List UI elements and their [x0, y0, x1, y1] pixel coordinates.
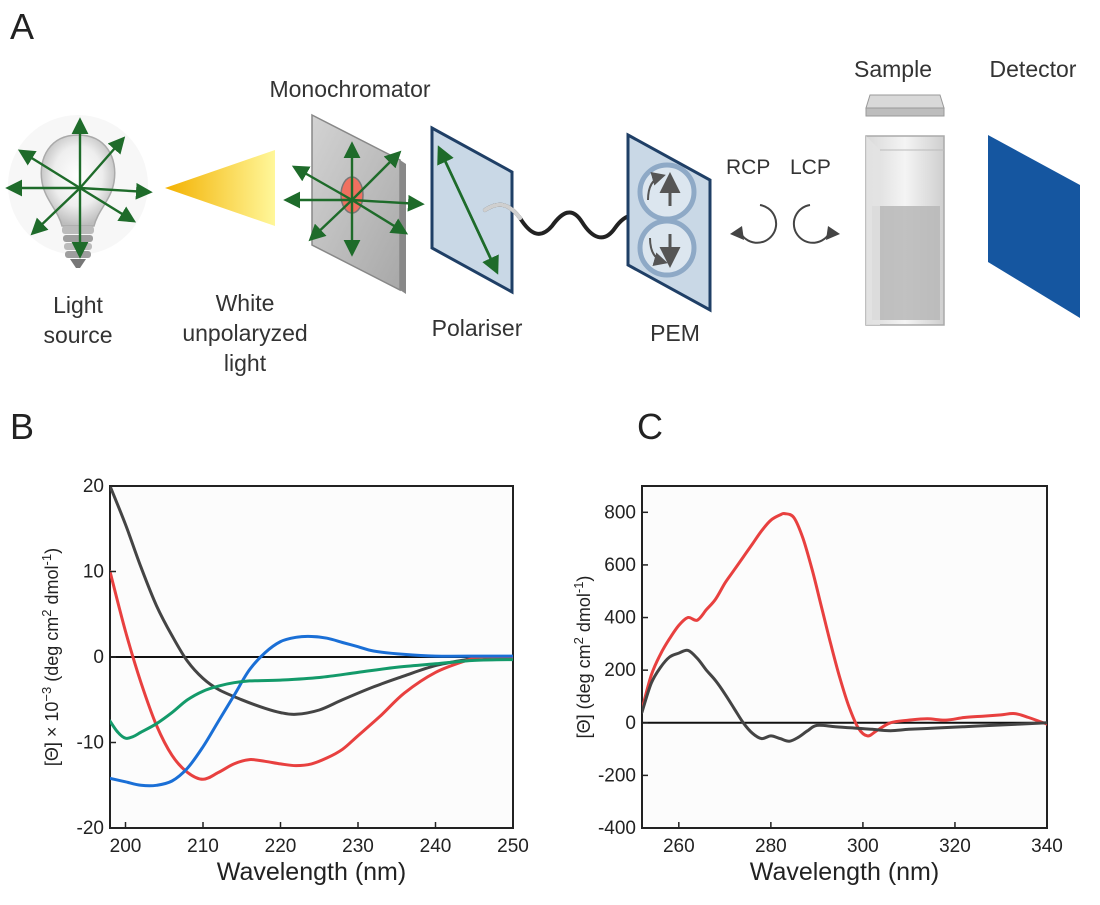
chart-b-xtick-label: 230 — [342, 836, 374, 857]
chart-b-ylabel-part: −3 — [39, 687, 54, 702]
chart-c-xtick-label: 300 — [847, 836, 879, 857]
chart-c-ytick-label: -400 — [598, 818, 636, 839]
pem-label: PEM — [650, 320, 700, 346]
chart-b-ylabel-part: ) — [42, 548, 62, 554]
chart-b-ylabel-part: 2 — [39, 609, 54, 616]
chart-b: 200 210 220 230 240 250 -20 -10 0 10 20 Wavelength … — [39, 476, 529, 886]
bulb-polarization-arrows — [5, 117, 153, 259]
lcp-label: LCP — [790, 156, 831, 179]
chart-c-ylabel-part: ) — [574, 576, 594, 582]
chart-c-ylabel: [Θ] (deg cm2 dmol-1) — [571, 576, 595, 739]
chart-b-xtick-label: 240 — [420, 836, 452, 857]
light-source-label: Light source — [43, 292, 113, 348]
monochromator-label: Monochromator — [269, 76, 431, 102]
chart-c-series-red — [642, 511, 1047, 738]
chart-c-ytick-label: -200 — [598, 765, 636, 786]
chart-c-ytick-label: 400 — [604, 608, 636, 629]
sample-cuvette — [865, 94, 945, 326]
chart-b-ylabel-part: -1 — [39, 554, 54, 566]
white-light-beam — [165, 150, 275, 226]
chart-b-ylabel-part: (deg cm — [42, 617, 62, 687]
chart-b-series-green — [110, 658, 513, 740]
chart-c-xtick-label: 340 — [1031, 836, 1063, 857]
chart-c-ytick-label: 200 — [604, 660, 636, 681]
chart-c-ylabel-part: dmol — [574, 593, 594, 637]
chart-c-ytick-label: 0 — [625, 713, 636, 734]
chart-b-xtick-label: 210 — [187, 836, 219, 857]
chart-b-ylabel: [Θ] × 10−3 (deg cm2 dmol-1) — [39, 548, 63, 766]
chart-b-series-red — [110, 570, 513, 781]
pem-plate — [626, 132, 712, 313]
monochromator-arrows — [283, 141, 425, 257]
chart-b-xlabel: Wavelength (nm) — [217, 858, 406, 886]
chart-b-xtick-label: 250 — [497, 836, 529, 857]
panel-label-c: C — [637, 406, 663, 447]
chart-c: 260 280 300 320 340 -400 -200 0 200 400 600 800 Wave… — [571, 485, 1063, 886]
chart-b-xtick-label: 220 — [265, 836, 297, 857]
chart-b-ylabel-part: dmol — [42, 565, 62, 609]
detector-label: Detector — [989, 56, 1077, 82]
chart-c-ylabel-part: -1 — [571, 582, 586, 594]
chart-c-xtick-label: 280 — [755, 836, 787, 857]
chart-c-ytick-label: 600 — [604, 555, 636, 576]
chart-b-ytick-label: 20 — [83, 476, 104, 497]
lcp-circular-arrow-icon — [792, 204, 840, 244]
chart-c-plot-frame — [641, 485, 1048, 829]
chart-c-ytick-label: 800 — [604, 502, 636, 523]
chart-b-ytick-label: 10 — [83, 562, 104, 583]
panel-label-a: A — [10, 6, 35, 47]
sample-label: Sample — [854, 56, 932, 82]
chart-c-xtick-label: 260 — [663, 836, 695, 857]
detector-plate — [988, 135, 1080, 318]
chart-c-xtick-label: 320 — [939, 836, 971, 857]
white-light-label: White unpolaryzed light — [182, 290, 308, 376]
chart-b-xtick-label: 200 — [110, 836, 142, 857]
chart-b-ylabel-part: [Θ] × 10 — [42, 702, 62, 767]
chart-b-ytick-label: -10 — [77, 733, 104, 754]
rcp-label: RCP — [726, 156, 771, 179]
chart-b-series-blue — [110, 634, 513, 788]
panel-label-b: B — [10, 406, 35, 447]
chart-b-series-black — [110, 486, 513, 716]
chart-b-ytick-label: -20 — [77, 818, 104, 839]
rcp-circular-arrow-icon — [730, 204, 778, 244]
chart-c-series-black — [642, 648, 1047, 743]
polariser-plate — [430, 125, 514, 295]
chart-c-ylabel-part: 2 — [571, 637, 586, 644]
chart-c-xlabel: Wavelength (nm) — [750, 858, 939, 886]
chart-c-ylabel-part: [Θ] (deg cm — [574, 644, 594, 738]
optical-schematic — [5, 94, 1080, 326]
polariser-label: Polariser — [431, 315, 523, 341]
chart-b-ytick-label: 0 — [93, 647, 104, 668]
